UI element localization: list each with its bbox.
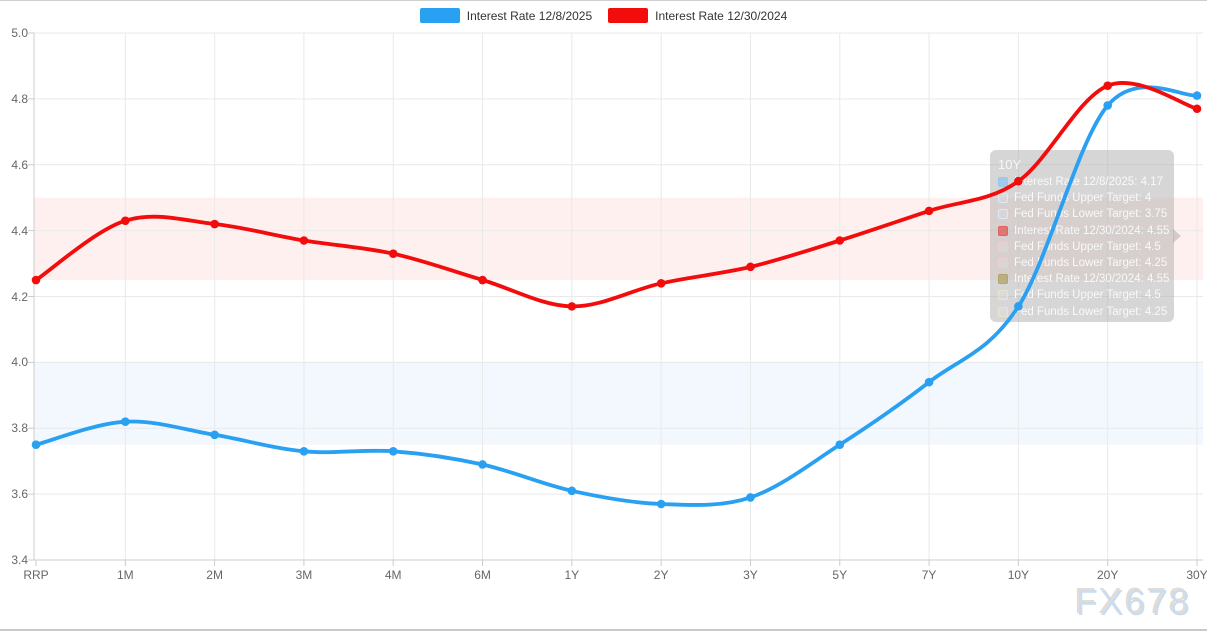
legend-label: Interest Rate 12/8/2025 [466, 8, 593, 23]
data-point-dot[interactable] [567, 302, 577, 311]
legend-swatch-icon [608, 8, 649, 23]
data-point-dot[interactable] [1192, 104, 1202, 114]
tooltip-row-5: Fed Funds Lower Target: 4.25 [998, 255, 1168, 271]
y-axis-label: 3.8 [11, 421, 28, 436]
filled-olive-marker-icon [998, 274, 1008, 285]
outline-red-marker-icon [998, 241, 1008, 252]
data-point-dot[interactable] [656, 499, 666, 509]
data-point-dot[interactable] [121, 216, 130, 226]
data-point-dot[interactable] [746, 493, 755, 502]
outline-blue-marker-icon [998, 193, 1008, 204]
y-axis-label: 4.4 [11, 223, 28, 238]
x-axis-label: 6M [474, 568, 491, 582]
target-range-band-0 [34, 362, 1203, 445]
data-point-dot[interactable] [210, 219, 219, 229]
outline-blue-marker-icon [998, 209, 1008, 220]
tooltip-row-text: Fed Funds Upper Target: 4 [1014, 192, 1152, 205]
data-point-dot[interactable] [1192, 91, 1202, 100]
x-axis-label: 2M [206, 568, 223, 582]
data-point-dot[interactable] [1103, 101, 1112, 110]
tooltip-row-text: Fed Funds Upper Target: 4.5 [1014, 240, 1161, 253]
data-point-dot[interactable] [478, 460, 487, 469]
tooltip-row-text: Fed Funds Lower Target: 4.25 [1014, 305, 1168, 318]
y-axis-label: 4.2 [11, 289, 28, 304]
legend-swatch-icon [419, 8, 460, 23]
data-point-dot[interactable] [746, 262, 755, 272]
legend-item-1[interactable]: Interest Rate 12/30/2024 [608, 8, 787, 23]
data-point-dot[interactable] [656, 279, 666, 288]
filled-red-marker-icon [998, 225, 1008, 236]
tooltip-row-8: Fed Funds Lower Target: 4.25 [998, 304, 1168, 320]
x-axis-label: RRP [23, 568, 49, 582]
data-point-dot[interactable] [835, 236, 845, 245]
y-axis-label: 4.0 [11, 355, 28, 370]
data-point-dot[interactable] [478, 275, 487, 285]
x-axis-label: 3Y [743, 568, 758, 582]
x-axis-label: 2Y [653, 568, 669, 582]
x-axis-label: 30Y [1186, 568, 1207, 582]
data-point-dot[interactable] [567, 486, 577, 496]
bottom-divider [0, 629, 1207, 631]
tooltip-row-text: Fed Funds Lower Target: 4.25 [1014, 257, 1168, 270]
chart-legend: Interest Rate 12/8/2025 Interest Rate 12/… [0, 8, 1207, 23]
tooltip-row-4: Fed Funds Upper Target: 4.5 [998, 239, 1166, 255]
tooltip-row-1: Fed Funds Upper Target: 4 [998, 190, 1166, 206]
x-axis-label: 1Y [564, 568, 580, 582]
tooltip-row-7: Fed Funds Upper Target: 4.5 [998, 287, 1166, 303]
x-axis-label: 3M [295, 568, 313, 582]
tooltip-row-2: Fed Funds Lower Target: 3.75 [998, 206, 1168, 222]
watermark: FX678 [1076, 582, 1193, 623]
filled-blue-marker-icon [998, 177, 1008, 188]
x-axis-label: 5Y [832, 568, 848, 582]
tooltip-row-text: Interest Rate 12/30/2024: 4.55 [1014, 273, 1170, 286]
y-axis-label: 5.0 [11, 26, 28, 40]
top-divider [0, 0, 1207, 1]
data-point-dot[interactable] [1014, 302, 1023, 311]
data-point-dot[interactable] [924, 206, 934, 216]
x-axis-label: 20Y [1097, 568, 1119, 582]
outline-red-marker-icon [998, 258, 1008, 269]
tooltip-row-6: Interest Rate 12/30/2024: 4.55 [998, 271, 1170, 287]
data-point-dot[interactable] [299, 447, 309, 456]
data-point-dot[interactable] [1103, 81, 1112, 90]
data-point-dot[interactable] [1014, 176, 1023, 186]
tooltip-row-text: Interest Rate 12/8/2025: 4.17 [1014, 176, 1163, 189]
tooltip-row-text: Fed Funds Lower Target: 3.75 [1014, 208, 1168, 221]
tooltip-arrow-icon [1173, 229, 1181, 243]
data-point-dot[interactable] [388, 447, 398, 456]
x-axis-label: 7Y [921, 568, 937, 582]
data-point-dot[interactable] [299, 236, 309, 245]
outline-olive-marker-icon [998, 290, 1008, 301]
y-axis-label: 4.6 [11, 157, 28, 172]
data-point-dot[interactable] [835, 440, 845, 450]
data-point-dot[interactable] [31, 440, 41, 450]
tooltip-row-0: Interest Rate 12/8/2025: 4.17 [998, 174, 1166, 190]
legend-label: Interest Rate 12/30/2024 [655, 8, 788, 23]
data-point-dot[interactable] [388, 249, 398, 258]
y-axis-label: 4.8 [11, 91, 28, 106]
tooltip-title: 10Y [998, 157, 1022, 172]
tooltip-row-text: Fed Funds Upper Target: 4.5 [1014, 289, 1161, 302]
outline-olive-marker-icon [998, 306, 1008, 317]
data-point-dot[interactable] [924, 377, 934, 387]
data-point-dot[interactable] [121, 417, 130, 426]
data-point-dot[interactable] [210, 430, 219, 440]
y-axis-label: 3.6 [11, 487, 28, 502]
x-axis-label: 10Y [1007, 568, 1030, 582]
data-point-dot[interactable] [31, 275, 41, 285]
legend-item-0[interactable]: Interest Rate 12/8/2025 [419, 8, 593, 23]
series-line-1[interactable] [34, 81, 1199, 309]
x-axis-label: 4M [384, 568, 402, 582]
x-axis-label: 1M [116, 568, 134, 582]
y-axis-label: 3.4 [11, 553, 28, 567]
